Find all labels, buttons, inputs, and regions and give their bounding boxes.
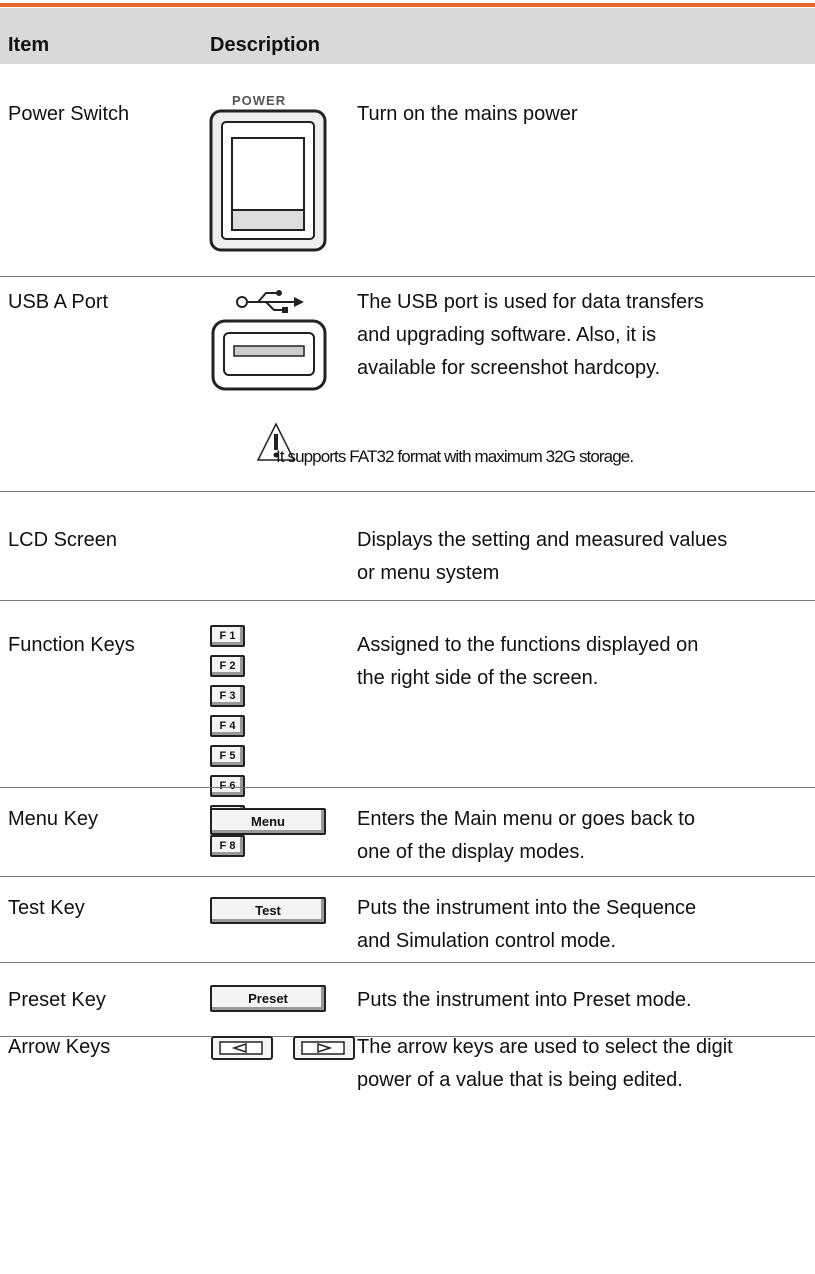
note: It supports FAT32 format with maximum 32… (276, 447, 634, 466)
row-separator (0, 787, 815, 788)
description-line: Displays the setting and measured values (357, 529, 728, 551)
icon-label: POWER (232, 93, 287, 108)
description-line: and upgrading software. Also, it is (357, 324, 657, 346)
description-line: one of the display modes. (357, 841, 585, 863)
description-line: Assigned to the functions displayed on (357, 634, 699, 656)
description: Turn on the mains power (357, 98, 577, 131)
description-line: or menu system (357, 562, 500, 584)
description: Enters the Main menu or goes back to one… (357, 803, 695, 869)
header-band (0, 8, 815, 64)
top-rule (0, 3, 815, 7)
function-key-icon: F 8 (210, 835, 245, 857)
description: Displays the setting and measured values… (357, 524, 727, 590)
item: Menu Key (8, 808, 99, 830)
function-key-icon: F 2 (210, 655, 245, 677)
function-key-icon: F 5 (210, 745, 245, 767)
item: Arrow Keys (8, 1036, 111, 1058)
arrow-keys-icon (211, 1036, 355, 1060)
header-description: Description (210, 34, 321, 56)
row-separator (0, 600, 815, 601)
description: The USB port is used for data transfers … (357, 286, 704, 385)
description: Puts the instrument into Preset mode. (357, 984, 692, 1017)
description-line: Puts the instrument into Preset mode. (357, 989, 692, 1011)
row-separator (0, 491, 815, 492)
description: The arrow keys are used to select the di… (357, 1031, 733, 1097)
header-item: Item (8, 34, 50, 56)
function-key-icon: F 3 (210, 685, 245, 707)
description-line: Puts the instrument into the Sequence (357, 897, 697, 919)
description-line: Turn on the mains power (357, 103, 578, 125)
usb-icon (211, 290, 327, 391)
key-icon: Preset (210, 985, 326, 1012)
item: Preset Key (8, 989, 106, 1011)
row-separator (0, 962, 815, 963)
description-line: the right side of the screen. (357, 667, 599, 689)
item: USB A Port (8, 291, 109, 313)
row-separator (0, 876, 815, 877)
row-separator (0, 276, 815, 277)
function-key-icon: F 1 (210, 625, 245, 647)
key-icon: Menu (210, 808, 326, 835)
item: Test Key (8, 897, 85, 919)
description-line: The USB port is used for data transfers (357, 291, 704, 313)
row-separator (0, 1036, 815, 1037)
function-key-icon: F 6 (210, 775, 245, 797)
key-icon: Test (210, 897, 326, 924)
description: Puts the instrument into the Sequence an… (357, 892, 696, 958)
description-line: The arrow keys are used to select the di… (357, 1036, 733, 1058)
description-line: and Simulation control mode. (357, 930, 617, 952)
power-switch-icon (209, 109, 327, 252)
item: LCD Screen (8, 529, 117, 551)
description-line: Enters the Main menu or goes back to (357, 808, 695, 830)
description: Assigned to the functions displayed on t… (357, 629, 698, 695)
description-line: power of a value that is being edited. (357, 1069, 683, 1091)
item: Function Keys (8, 634, 135, 656)
warning-icon (256, 422, 296, 461)
function-key-icon: F 4 (210, 715, 245, 737)
item: Power Switch (8, 103, 130, 125)
description-line: available for screenshot hardcopy. (357, 357, 661, 379)
